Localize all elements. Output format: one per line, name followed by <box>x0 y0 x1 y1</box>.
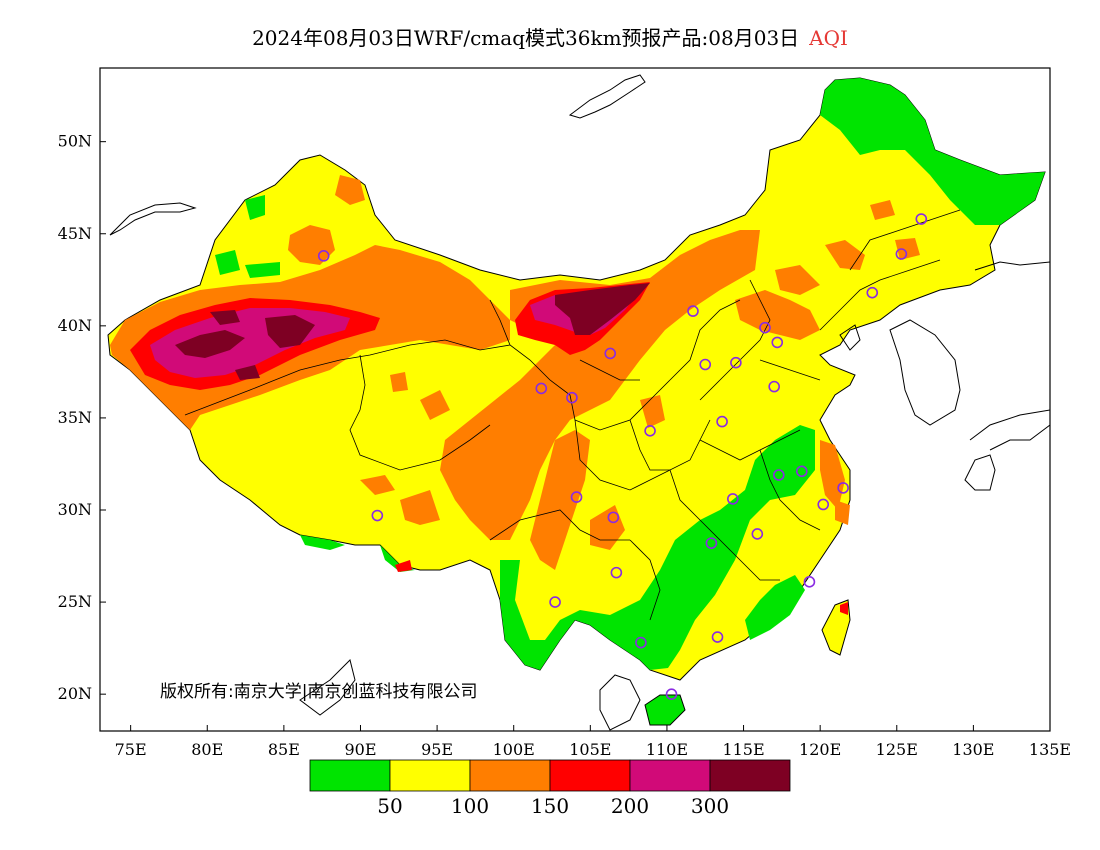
y-axis-ticks: 50N 45N 40N 35N 30N 25N 20N <box>58 132 106 703</box>
aqi-zone-orange-tibet <box>360 372 450 525</box>
title-variable: AQI <box>809 26 848 50</box>
province-borders <box>184 209 961 621</box>
city-station-marker <box>803 576 816 588</box>
city-station-marker <box>751 528 764 540</box>
legend-swatch <box>629 759 711 792</box>
legend-swatch <box>309 759 391 792</box>
y-tick-label: 40N <box>58 316 92 335</box>
aqi-zone-red-taiwan <box>840 602 848 615</box>
neighbor-outlines <box>109 74 1050 731</box>
city-station-marker <box>772 469 785 481</box>
aqi-zone-orange-central <box>440 230 760 540</box>
city-station-marker <box>817 498 830 511</box>
x-tick-label: 80E <box>191 740 223 759</box>
aqi-zone-green-northeast <box>820 78 1045 225</box>
aqi-zone-maroon-tarim <box>175 310 315 380</box>
title-main: 2024年08月03日WRF/cmaq模式36km预报产品:08月03日 <box>252 26 800 50</box>
city-station-marker <box>610 566 623 579</box>
city-station-marker <box>607 511 620 524</box>
city-station-marker <box>705 537 718 549</box>
aqi-zone-orange-sichuan <box>530 430 590 570</box>
legend-label: 200 <box>611 794 649 818</box>
aqi-zone-green-southeast <box>745 575 805 640</box>
city-station-marker <box>915 213 928 225</box>
city-station-marker <box>727 493 739 505</box>
aqi-zone-maroon-inner-mongolia <box>555 283 650 335</box>
city-station-marker <box>768 380 780 393</box>
hainan-island <box>644 694 686 726</box>
city-station-marker <box>604 347 617 360</box>
legend-label: 100 <box>451 794 489 818</box>
y-tick-label: 50N <box>58 132 92 151</box>
aqi-zone-orange-xinjiang-north <box>288 175 365 265</box>
legend-label: 300 <box>691 794 729 818</box>
legend-swatch <box>389 759 471 792</box>
copyright-text: 版权所有:南京大学|南京创蓝科技有限公司 <box>160 682 477 702</box>
x-tick-label: 90E <box>344 740 376 759</box>
city-station-marker <box>730 356 742 369</box>
aqi-zone-orange-northeast <box>825 200 920 270</box>
x-tick-label: 120E <box>799 740 841 759</box>
city-station-marker <box>759 321 771 334</box>
city-station-marker <box>795 465 808 478</box>
city-station-marker <box>549 596 561 608</box>
city-station-marker <box>699 358 712 371</box>
city-station-marker <box>895 248 908 260</box>
city-station-marker <box>837 482 849 494</box>
aqi-zone-green-south <box>500 425 815 670</box>
x-tick-label: 100E <box>493 740 535 759</box>
x-tick-label: 115E <box>722 740 764 759</box>
map-title: 2024年08月03日WRF/cmaq模式36km预报产品:08月03日 AQI <box>0 22 1100 51</box>
y-tick-label: 30N <box>58 500 92 519</box>
legend-swatch <box>549 759 631 792</box>
aqi-color-legend: 50 100 150 200 300 <box>309 759 791 818</box>
taiwan-island <box>821 599 851 656</box>
city-station-marker <box>317 250 330 262</box>
y-tick-label: 45N <box>58 224 92 243</box>
city-station-marker <box>711 631 724 643</box>
legend-label: 150 <box>531 794 569 818</box>
city-station-marker <box>644 425 656 437</box>
city-station-marker <box>566 391 578 404</box>
legend-swatch <box>469 759 551 792</box>
city-station-marker <box>371 509 384 522</box>
city-station-marker <box>866 286 879 299</box>
x-tick-label: 135E <box>1029 740 1071 759</box>
map-plot-area <box>107 74 1050 731</box>
map-frame <box>99 67 1051 732</box>
city-station-marker <box>771 336 784 349</box>
legend-swatch <box>709 759 791 792</box>
legend-label: 50 <box>377 794 402 818</box>
x-axis-ticks: 75E 80E 85E 90E 95E 100E 105E 110E 115E 120E 125E 1… <box>115 725 1071 759</box>
aqi-zone-orange-north-china <box>735 265 820 340</box>
city-station-marker <box>635 636 647 649</box>
aqi-zone-green-xinjiang-north <box>215 195 280 278</box>
x-tick-label: 125E <box>876 740 918 759</box>
city-station-marker <box>535 382 548 395</box>
x-tick-label: 105E <box>569 740 611 759</box>
aqi-zone-orange-hunan <box>590 395 665 550</box>
y-tick-label: 35N <box>58 408 92 427</box>
aqi-zone-orange-east <box>820 440 850 525</box>
y-tick-label: 25N <box>58 592 92 611</box>
x-tick-label: 130E <box>952 740 994 759</box>
city-station-marker <box>570 491 583 503</box>
x-tick-label: 85E <box>268 740 300 759</box>
city-station-marker <box>687 305 699 317</box>
x-tick-label: 110E <box>646 740 688 759</box>
aqi-zone-red-yunnan <box>395 560 412 572</box>
city-station-marker <box>665 688 678 700</box>
city-station-marker <box>716 415 728 428</box>
city-station-markers <box>317 213 928 700</box>
x-tick-label: 75E <box>115 740 147 759</box>
y-tick-label: 20N <box>58 684 92 703</box>
aqi-zone-green-tibet-south <box>300 535 415 572</box>
x-tick-label: 95E <box>421 740 453 759</box>
